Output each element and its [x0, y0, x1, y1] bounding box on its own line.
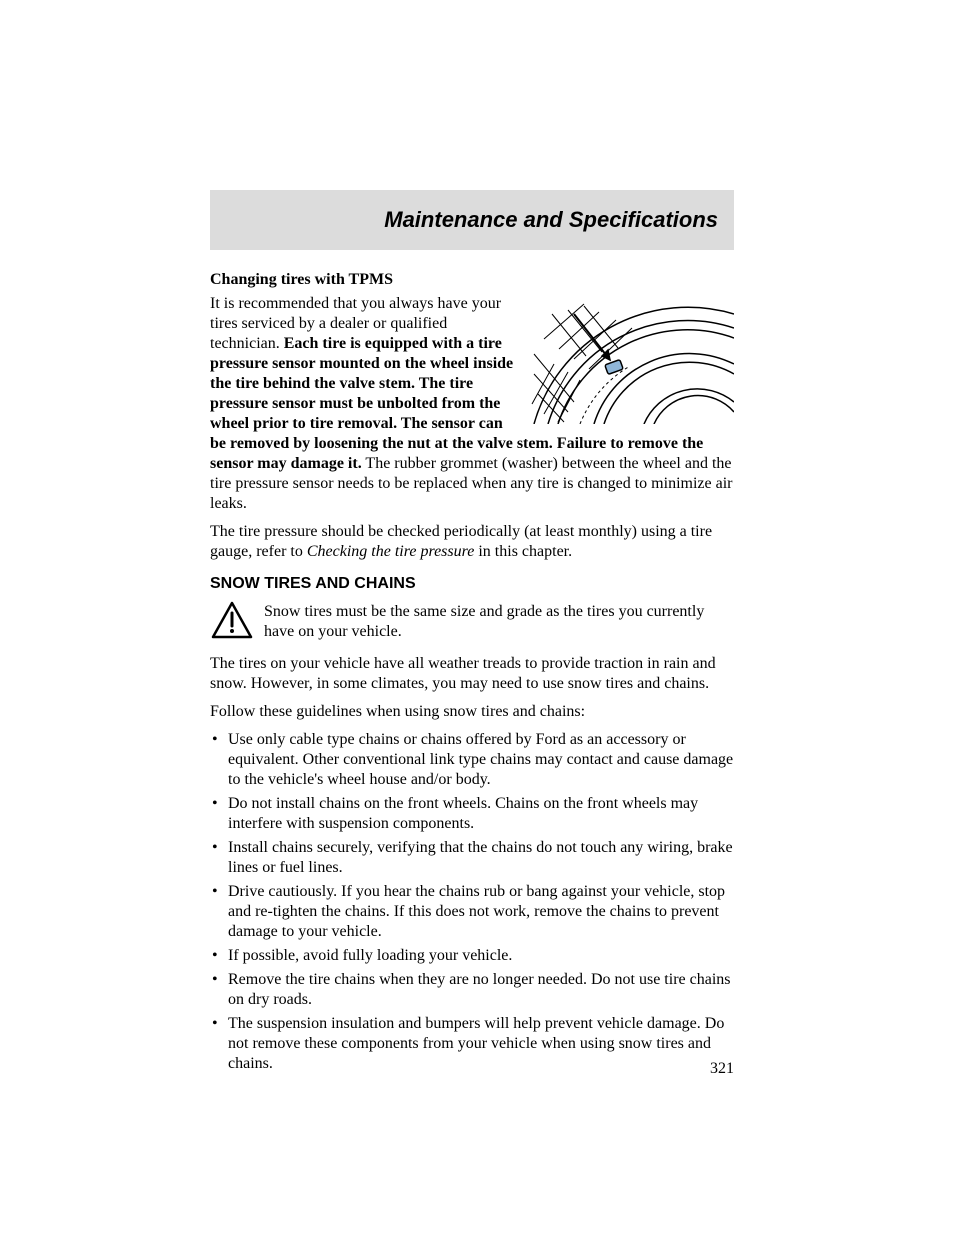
list-item: Do not install chains on the front wheel…	[210, 794, 734, 834]
tire-sensor-figure	[524, 294, 734, 424]
page-number: 321	[710, 1060, 734, 1078]
list-item: Remove the tire chains when they are no …	[210, 970, 734, 1010]
list-item: If possible, avoid fully loading your ve…	[210, 946, 734, 966]
snow-heading: SNOW TIRES AND CHAINS	[210, 574, 734, 594]
tpms-p2-italic: Checking the tire pressure	[307, 543, 475, 560]
snow-guidelines-list: Use only cable type chains or chains off…	[210, 730, 734, 1074]
page-header-title: Maintenance and Specifications	[384, 207, 718, 233]
list-item: Install chains securely, verifying that …	[210, 838, 734, 878]
warning-triangle-icon	[210, 600, 254, 640]
list-item: The suspension insulation and bumpers wi…	[210, 1014, 734, 1074]
list-item: Drive cautiously. If you hear the chains…	[210, 882, 734, 942]
tpms-paragraph-2: The tire pressure should be checked peri…	[210, 522, 734, 562]
snow-paragraph-2: Follow these guidelines when using snow …	[210, 702, 734, 722]
warning-text: Snow tires must be the same size and gra…	[264, 600, 734, 642]
tpms-p2-suffix: in this chapter.	[474, 543, 572, 560]
list-item: Use only cable type chains or chains off…	[210, 730, 734, 790]
page-content: Changing tires with TPMS	[210, 270, 734, 1078]
document-page: Maintenance and Specifications Changing …	[0, 0, 954, 1235]
tire-diagram-svg	[524, 294, 734, 424]
tpms-heading: Changing tires with TPMS	[210, 270, 734, 290]
page-header-band: Maintenance and Specifications	[210, 190, 734, 250]
snow-paragraph-1: The tires on your vehicle have all weath…	[210, 654, 734, 694]
warning-callout: Snow tires must be the same size and gra…	[210, 600, 734, 642]
